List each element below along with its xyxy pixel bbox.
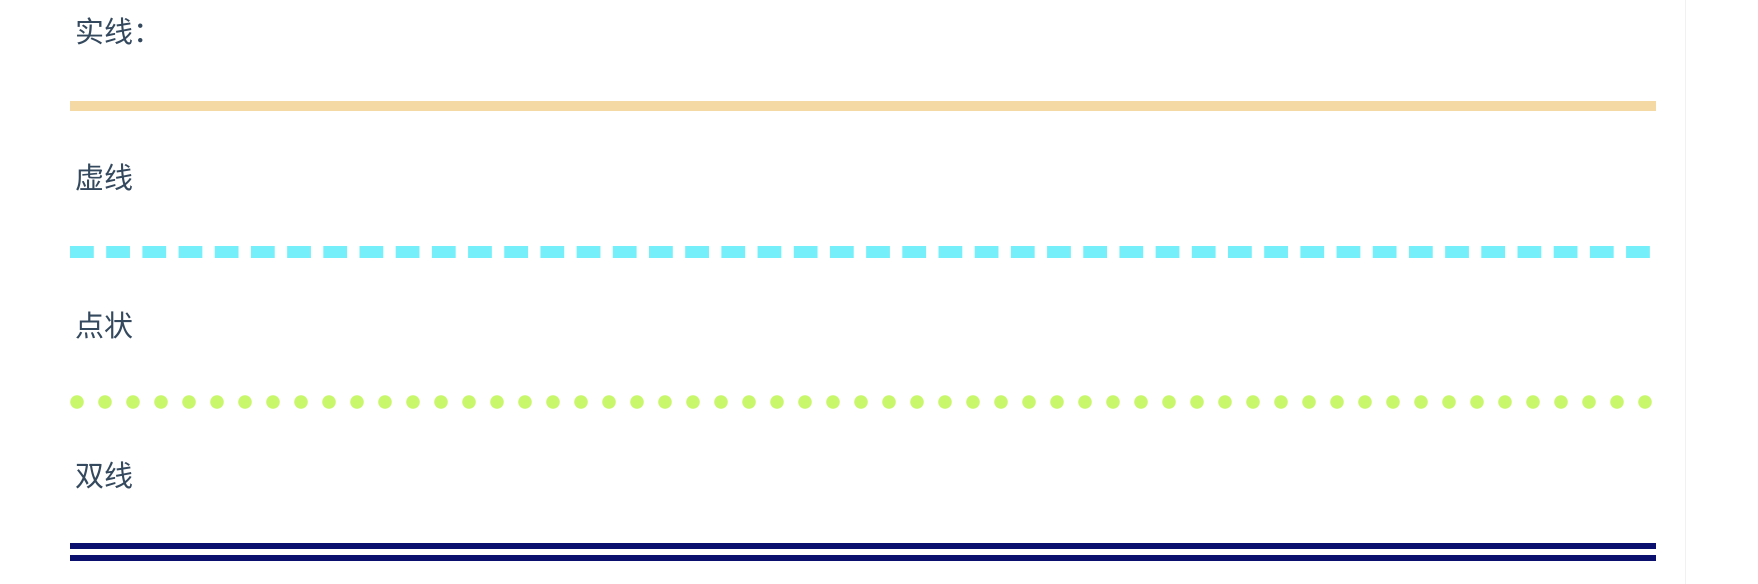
double-line-sample	[70, 543, 1656, 561]
solid-line-label: 实线：	[75, 15, 163, 49]
scrollbar-gutter[interactable]	[1685, 0, 1758, 584]
dashed-line-label: 虚线	[75, 161, 134, 195]
dotted-line-label: 点状	[75, 309, 134, 343]
dashed-line-sample	[70, 246, 1656, 258]
solid-line-sample	[70, 101, 1656, 111]
dotted-line-sample	[70, 395, 1656, 409]
double-line-label: 双线	[75, 459, 134, 493]
